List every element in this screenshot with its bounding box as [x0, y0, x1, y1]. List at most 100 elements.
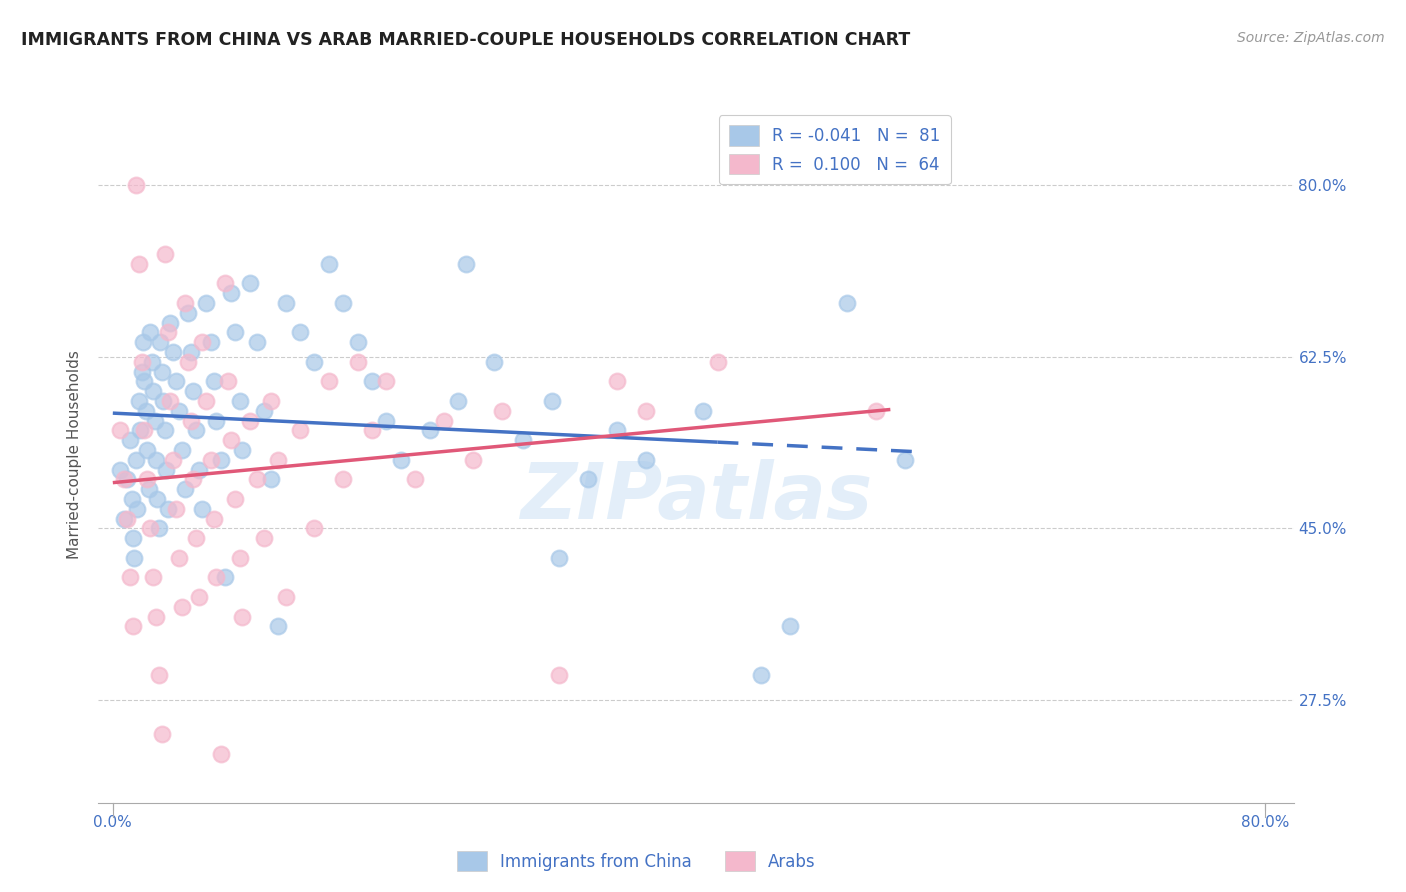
Point: [153, 247, 176, 261]
Point: [195, 394, 218, 409]
Point: [260, 472, 283, 486]
Point: [176, 306, 198, 320]
Text: ZIPatlas: ZIPatlas: [520, 458, 872, 534]
Point: [214, 570, 236, 584]
Point: [288, 424, 311, 438]
Point: [239, 277, 262, 291]
Point: [120, 434, 142, 448]
Point: [143, 414, 166, 428]
Point: [149, 335, 172, 350]
Point: [274, 296, 297, 310]
Point: [108, 424, 131, 438]
Point: [246, 472, 269, 486]
Point: [127, 501, 149, 516]
Point: [134, 375, 156, 389]
Point: [145, 452, 167, 467]
Point: [128, 257, 150, 271]
Point: [131, 355, 153, 369]
Point: [346, 355, 368, 369]
Point: [231, 609, 253, 624]
Point: [404, 472, 426, 486]
Point: [173, 482, 195, 496]
Point: [120, 570, 142, 584]
Point: [606, 424, 628, 438]
Point: [183, 472, 205, 486]
Point: [361, 375, 384, 389]
Point: [180, 414, 202, 428]
Point: [148, 668, 170, 682]
Point: [146, 491, 169, 506]
Point: [170, 443, 193, 458]
Point: [186, 531, 208, 545]
Point: [267, 619, 290, 633]
Point: [136, 472, 159, 486]
Point: [253, 404, 276, 418]
Point: [155, 462, 177, 476]
Point: [576, 472, 599, 486]
Point: [148, 521, 170, 535]
Point: [332, 296, 354, 310]
Point: [893, 452, 915, 467]
Point: [375, 375, 398, 389]
Legend: Immigrants from China, Arabs: Immigrants from China, Arabs: [450, 845, 823, 878]
Point: [145, 609, 167, 624]
Point: [634, 404, 657, 418]
Point: [837, 296, 859, 310]
Point: [865, 404, 887, 418]
Point: [231, 443, 253, 458]
Point: [138, 482, 160, 496]
Point: [200, 452, 222, 467]
Point: [491, 404, 513, 418]
Point: [183, 384, 205, 399]
Point: [634, 452, 657, 467]
Point: [202, 375, 225, 389]
Point: [239, 414, 262, 428]
Point: [112, 511, 135, 525]
Point: [139, 521, 162, 535]
Point: [170, 599, 193, 614]
Point: [150, 365, 173, 379]
Point: [139, 326, 162, 340]
Point: [706, 355, 728, 369]
Point: [115, 472, 138, 486]
Point: [541, 394, 564, 409]
Point: [304, 355, 326, 369]
Point: [548, 550, 571, 565]
Point: [419, 424, 441, 438]
Point: [135, 404, 157, 418]
Point: [156, 501, 179, 516]
Point: [779, 619, 801, 633]
Point: [122, 531, 145, 545]
Point: [142, 384, 165, 399]
Point: [375, 414, 398, 428]
Point: [115, 511, 138, 525]
Point: [389, 452, 412, 467]
Point: [548, 668, 571, 682]
Point: [512, 434, 534, 448]
Point: [124, 550, 146, 565]
Point: [173, 296, 195, 310]
Point: [150, 727, 173, 741]
Point: [318, 375, 340, 389]
Point: [156, 326, 179, 340]
Point: [195, 296, 218, 310]
Point: [461, 452, 484, 467]
Point: [228, 394, 250, 409]
Point: [318, 257, 340, 271]
Point: [346, 335, 368, 350]
Point: [219, 434, 242, 448]
Point: [112, 472, 135, 486]
Point: [165, 375, 187, 389]
Point: [260, 394, 283, 409]
Point: [253, 531, 276, 545]
Point: [122, 619, 145, 633]
Point: [228, 550, 250, 565]
Point: [165, 501, 187, 516]
Point: [361, 424, 384, 438]
Point: [217, 375, 239, 389]
Point: [136, 443, 159, 458]
Point: [134, 424, 156, 438]
Point: [159, 394, 181, 409]
Point: [200, 335, 222, 350]
Point: [219, 286, 242, 301]
